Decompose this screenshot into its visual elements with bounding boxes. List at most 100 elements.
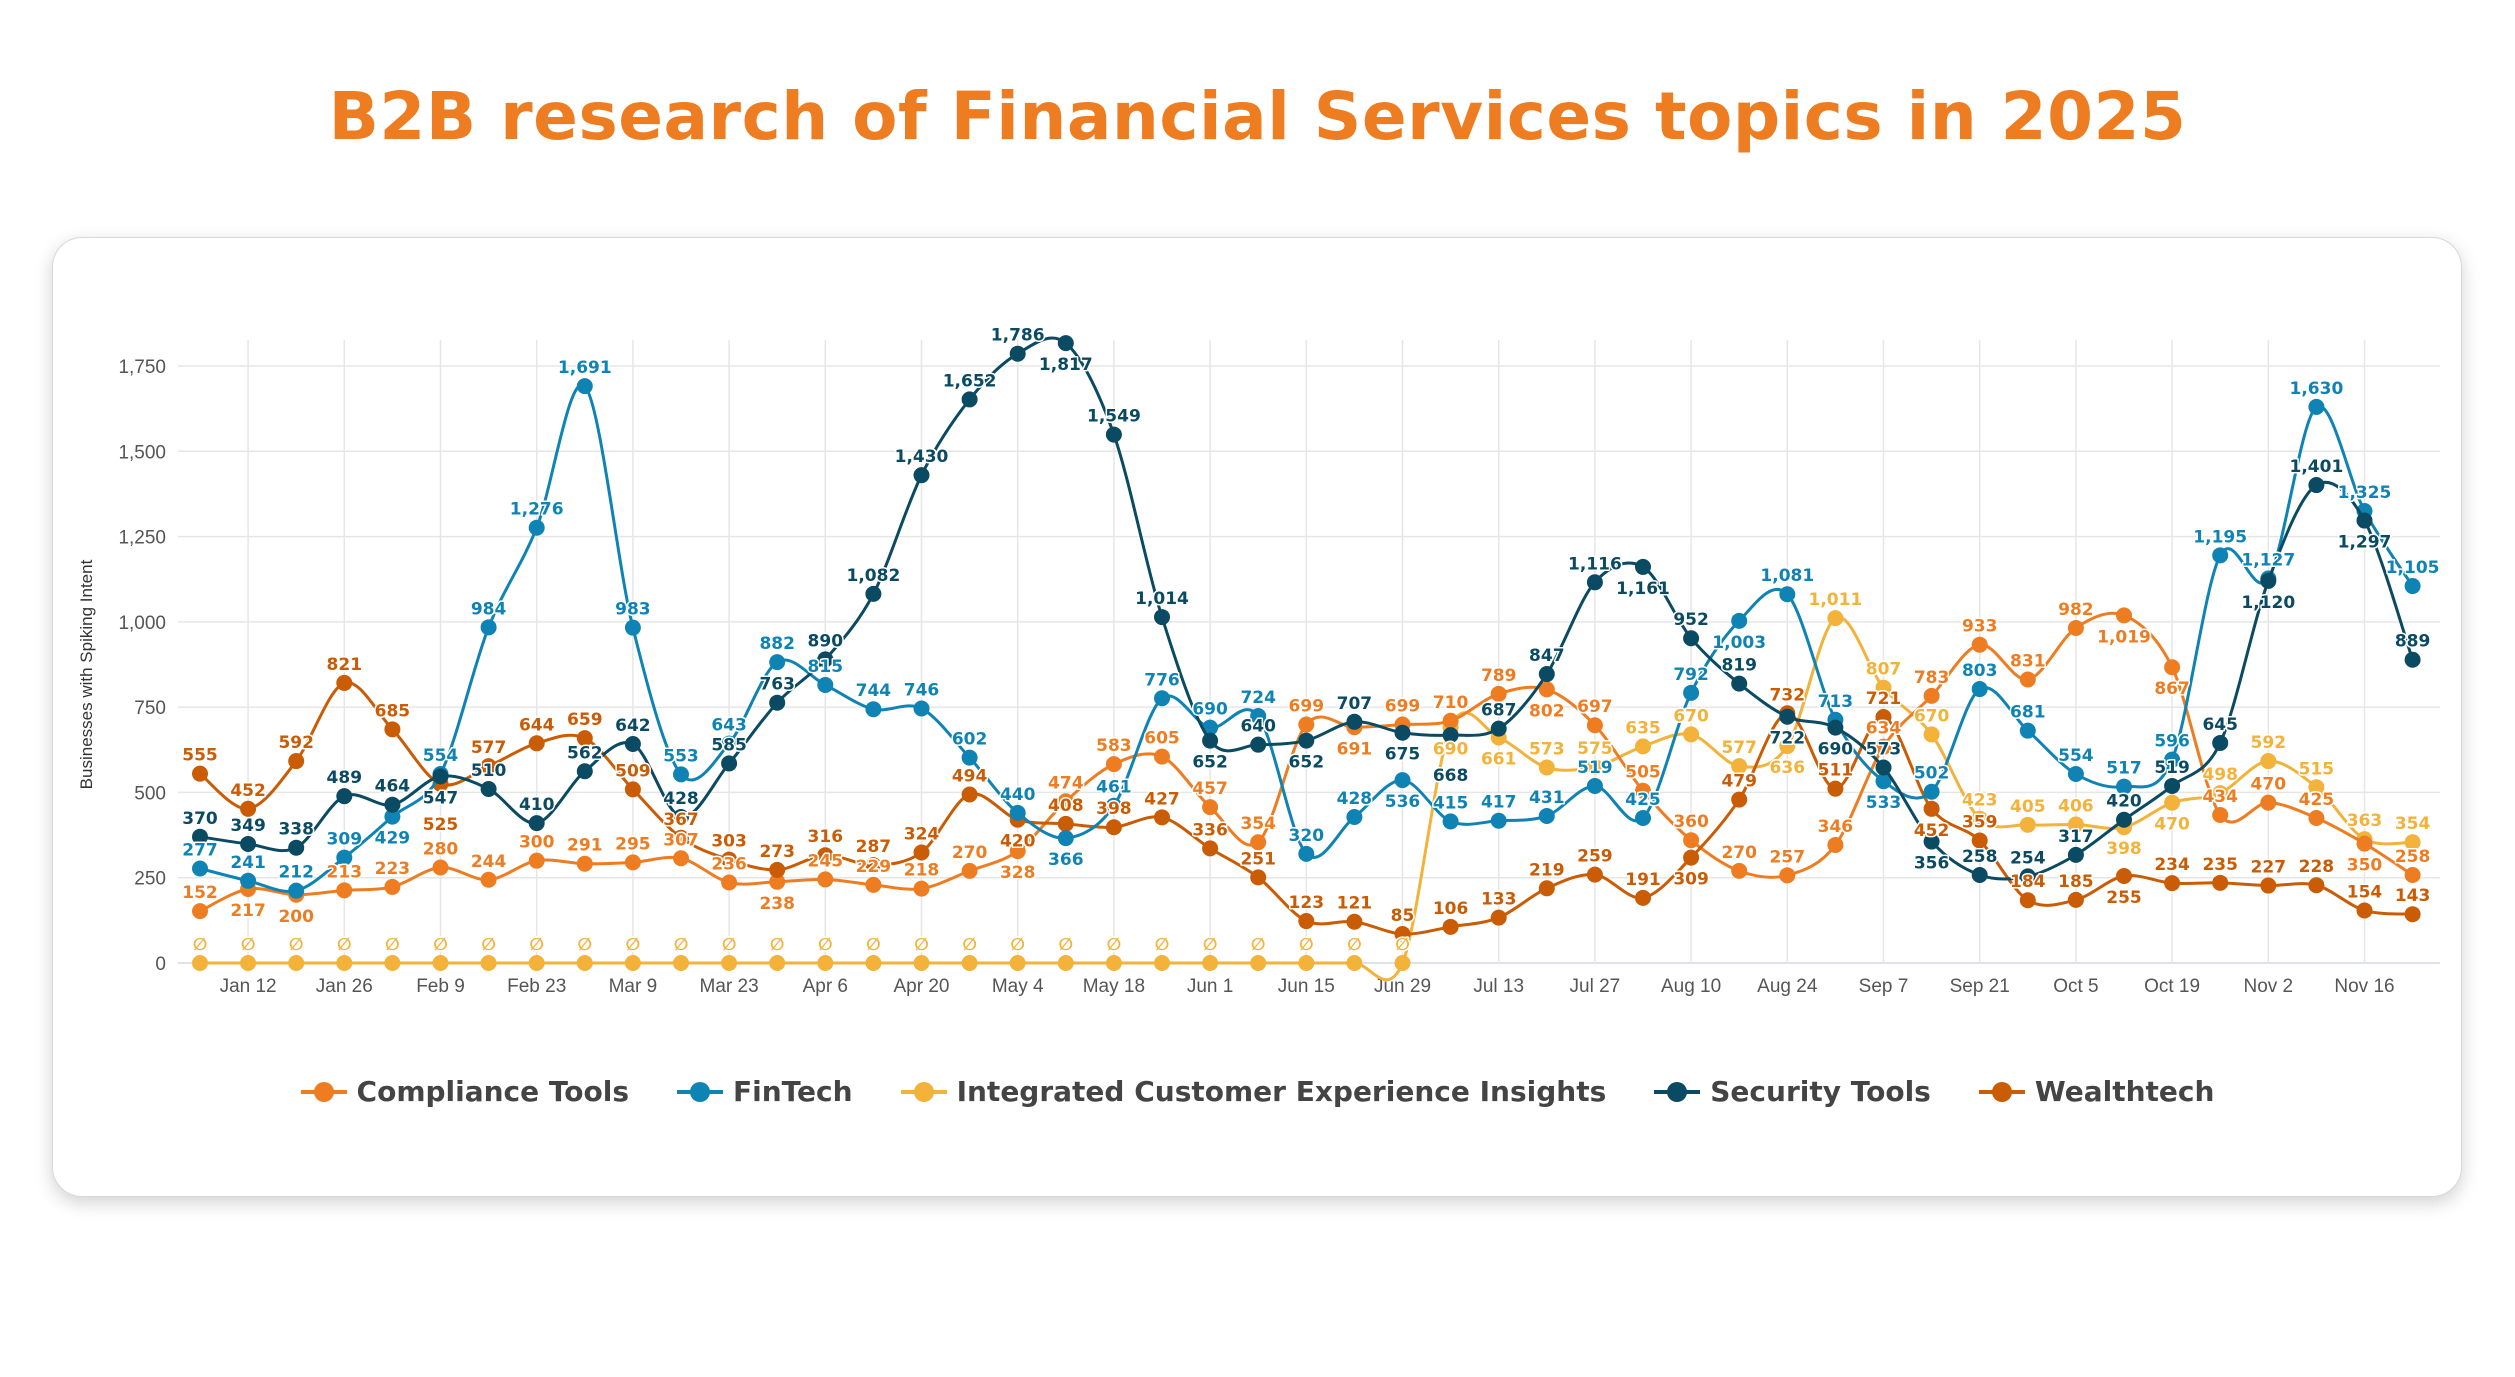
fintech-data-label: 461 [1096,778,1132,798]
wealthtech-point [624,781,641,798]
legend-item-integrated-customer-experience-insights[interactable]: Integrated Customer Experience Insights [900,1075,1606,1108]
security-tools-point [528,815,545,832]
x-tick-label: Jul 13 [1473,976,1524,997]
compliance-tools-data-label: 223 [375,859,411,879]
security-tools-point [1154,609,1170,626]
integrated-customer-experience-insights-data-label: ∅ [962,935,977,955]
security-tools-data-label: 1,116 [1568,554,1622,574]
wealthtech-data-label: 685 [375,701,411,721]
compliance-tools-data-label: 291 [567,836,603,856]
x-tick-label: Sep 21 [1950,976,2010,997]
x-tick-label: Aug 10 [1661,976,1721,997]
y-axis-title: Businesses with Spiking Intent [77,559,96,789]
fintech-point [1635,810,1651,827]
compliance-tools-data-label: 350 [2347,856,2383,876]
integrated-customer-experience-insights-point [1779,738,1796,755]
wealthtech-data-label: 123 [1289,893,1325,913]
fintech-point [1971,681,1988,698]
fintech-point [1683,684,1700,701]
compliance-tools-data-label: 583 [1096,736,1132,756]
legend-item-wealthtech[interactable]: Wealthtech [1978,1075,2214,1108]
legend-marker-icon [300,1080,347,1104]
fintech-data-label: 554 [2058,746,2094,766]
security-tools-data-label: 642 [615,716,651,736]
compliance-tools-point [1586,717,1603,734]
fintech-point [1442,813,1459,830]
integrated-customer-experience-insights-point [1250,955,1267,971]
integrated-customer-experience-insights-point [1538,759,1555,776]
x-tick-label: Apr 6 [803,976,848,997]
integrated-customer-experience-insights-data-label: 498 [2202,765,2238,785]
compliance-tools-data-label: 307 [663,830,699,850]
integrated-customer-experience-insights-point [1009,955,1026,971]
integrated-customer-experience-insights-point [1923,726,1940,743]
security-tools-data-label: 464 [375,777,411,797]
wealthtech-point [1827,780,1844,797]
wealthtech-data-label: 452 [230,781,266,801]
compliance-tools-point [2356,835,2373,852]
fintech-point [1490,812,1507,829]
wealthtech-point [1635,889,1651,906]
fintech-data-label: 1,081 [1760,566,1814,586]
fintech-point [528,519,545,536]
security-tools-data-label: 1,430 [895,447,949,467]
compliance-tools-data-label: 1,019 [2097,627,2151,647]
fintech-point [769,654,786,671]
compliance-tools-point [913,880,930,897]
wealthtech-point [2019,892,2036,909]
security-tools-data-label: 819 [1721,656,1757,676]
fintech-data-label: 320 [1289,826,1325,846]
integrated-customer-experience-insights-data-label: 690 [1433,740,1469,760]
security-tools-data-label: 254 [2010,848,2046,868]
fintech-point [1105,797,1122,814]
x-tick-label: May 4 [992,976,1044,997]
compliance-tools-point [1250,834,1267,851]
wealthtech-point [1731,791,1748,808]
compliance-tools-data-label: 280 [423,839,459,859]
compliance-tools-point [721,874,738,891]
fintech-point [1586,777,1603,794]
compliance-tools-data-label: 474 [1048,773,1084,793]
wealthtech-point [1154,809,1170,826]
security-tools-point [1057,335,1074,352]
fintech-data-label: 425 [1625,790,1661,810]
integrated-customer-experience-insights-data-label: ∅ [914,935,929,955]
compliance-tools-point [1154,748,1170,765]
legend-item-security-tools[interactable]: Security Tools [1654,1075,1931,1108]
integrated-customer-experience-insights-data-label: ∅ [1251,935,1266,955]
integrated-customer-experience-insights-data-label: ∅ [289,935,304,955]
integrated-customer-experience-insights-data-label: ∅ [481,935,496,955]
security-tools-point [2019,868,2036,885]
y-tick-label: 1,750 [118,357,166,378]
security-tools-data-label: 562 [567,743,603,763]
legend-item-compliance-tools[interactable]: Compliance Tools [300,1075,629,1108]
fintech-data-label: 309 [327,830,363,850]
wealthtech-data-label: 219 [1529,860,1565,880]
compliance-tools-data-label: 425 [2299,790,2335,810]
legend-marker-icon [900,1080,947,1104]
integrated-customer-experience-insights-point [1586,758,1603,775]
fintech-data-label: 519 [1577,758,1613,778]
x-tick-label: Oct 19 [2144,976,2200,997]
security-tools-data-label: 1,549 [1087,407,1141,427]
integrated-customer-experience-insights-data-label: ∅ [674,935,689,955]
fintech-data-label: 984 [471,599,507,619]
fintech-data-label: 366 [1048,850,1084,870]
integrated-customer-experience-insights-point [2212,785,2229,802]
compliance-tools-point [2260,794,2277,811]
y-tick-label: 250 [134,869,166,890]
integrated-customer-experience-insights-data-label: 515 [2299,759,2335,779]
compliance-tools-point [1442,712,1459,729]
security-tools-point [1683,630,1700,647]
wealthtech-data-label: 592 [278,733,314,753]
wealthtech-data-label: 577 [471,738,507,758]
security-tools-data-label: 722 [1770,729,1806,749]
compliance-tools-data-label: 710 [1433,693,1469,713]
x-tick-label: Feb 23 [507,976,566,997]
integrated-customer-experience-insights-data-label: 363 [2347,811,2383,831]
legend-label: Security Tools [1710,1075,1931,1108]
compliance-tools-point [576,855,593,872]
fintech-data-label: 417 [1481,793,1517,813]
integrated-customer-experience-insights-data-label: 636 [1770,758,1806,778]
legend-item-fintech[interactable]: FinTech [677,1075,853,1108]
